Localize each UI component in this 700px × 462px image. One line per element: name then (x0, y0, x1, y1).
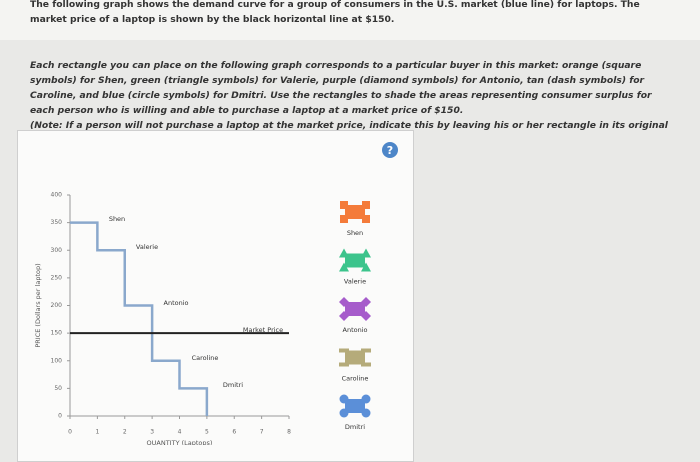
x-tick-label: 3 (150, 429, 154, 436)
palette-symbol (339, 408, 349, 418)
palette-symbol (362, 215, 370, 223)
note-bold: not (145, 120, 163, 131)
palette-rectangle[interactable] (345, 350, 365, 365)
x-tick-label: 5 (205, 429, 209, 436)
y-tick-label: 50 (54, 385, 62, 392)
y-axis-label: PRICE (Dollars per laptop) (34, 263, 42, 347)
market-price-label: Market Price (243, 326, 283, 334)
palette-symbol (340, 201, 348, 209)
note-text: If a person will (65, 120, 143, 131)
y-tick-label: 300 (51, 247, 63, 254)
palette-symbol (340, 215, 348, 223)
buyer-label: Shen (109, 215, 125, 223)
x-tick-label: 7 (260, 429, 264, 436)
buyer-label: Dmitri (223, 381, 243, 389)
palette-symbol (339, 262, 349, 272)
y-tick-label: 250 (51, 274, 63, 281)
palette-symbol (361, 394, 371, 404)
palette-symbol (361, 262, 371, 272)
instructions-text: Each rectangle you can place on the foll… (30, 60, 652, 116)
y-tick-label: 350 (51, 219, 63, 226)
buyer-label: Caroline (192, 354, 219, 362)
help-button[interactable] (382, 142, 398, 158)
palette-label: Valerie (344, 278, 366, 286)
x-tick-label: 0 (68, 429, 72, 436)
buyer-label: Antonio (164, 299, 189, 307)
palette-symbol (339, 311, 349, 321)
palette-label: Dmitri (345, 423, 365, 431)
intro: The following graph shows the demand cur… (30, 0, 640, 25)
palette-symbol (339, 297, 349, 307)
y-tick-label: 400 (51, 192, 63, 199)
palette-rectangle[interactable] (345, 205, 365, 219)
palette-label: Shen (347, 229, 363, 237)
palette-label: Caroline (342, 375, 369, 383)
y-tick-label: 150 (51, 330, 63, 337)
x-tick-label: 4 (178, 429, 182, 436)
palette-symbol (361, 362, 371, 367)
palette-label: Antonio (343, 326, 368, 334)
palette-rectangle[interactable] (345, 399, 365, 413)
graph: ? 0 50 100 150 200 250 300 350 400 0 1 2 3 4 5 6 7 8 PRICE… (34, 142, 398, 445)
y-tick-label: 100 (51, 357, 63, 364)
header-band (0, 0, 700, 40)
x-tick-label: 1 (95, 429, 99, 436)
palette-symbol (361, 348, 371, 353)
x-tick-label: 6 (232, 429, 236, 436)
palette-rectangle[interactable] (345, 253, 365, 268)
palette-symbol (339, 248, 349, 258)
palette-symbol (361, 311, 371, 321)
palette-symbol (361, 248, 371, 258)
x-tick-label: 2 (123, 429, 127, 436)
palette-symbol (361, 408, 371, 418)
palette-symbol (361, 297, 371, 307)
note-label: (Note: (30, 120, 63, 131)
help-text[interactable]: ? (387, 144, 393, 157)
x-axis-label: QUANTITY (Laptops) (147, 439, 213, 445)
y-tick-label: 0 (58, 413, 62, 420)
buyer-label: Valerie (136, 243, 158, 251)
x-tick-label: 8 (287, 429, 291, 436)
palette-symbol (339, 394, 349, 404)
y-tick-label: 200 (51, 302, 63, 309)
palette-rectangle[interactable] (345, 302, 365, 316)
palette-symbol (339, 348, 349, 353)
demand-curve (70, 221, 209, 416)
palette-symbol (362, 201, 370, 209)
palette-symbol (339, 362, 349, 367)
